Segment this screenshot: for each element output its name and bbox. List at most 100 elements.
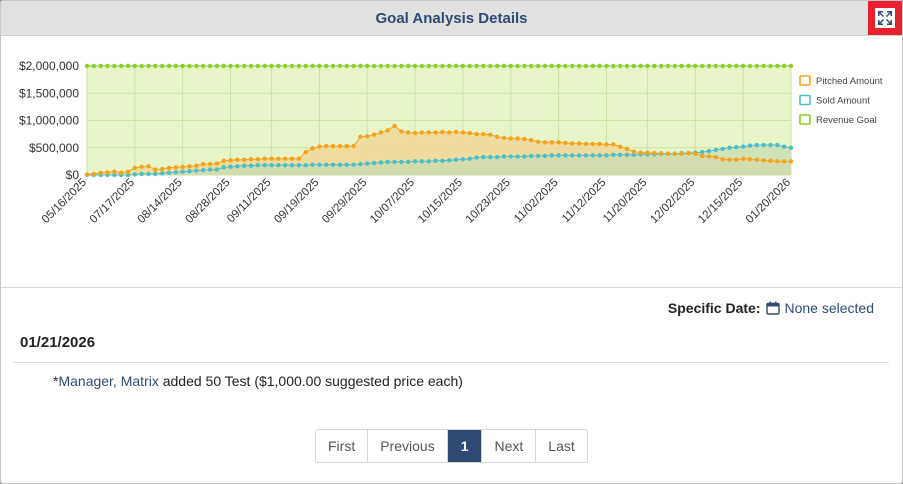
pagination-previous[interactable]: Previous [368, 430, 448, 462]
sold-amount-point [440, 158, 445, 164]
revenue-goal-point [645, 63, 650, 69]
pitched-amount-point [768, 158, 773, 164]
revenue-goal-point [631, 63, 636, 69]
sold-amount-point [522, 154, 527, 159]
revenue-goal-point [289, 63, 295, 69]
specific-date-label: Specific Date: [667, 300, 761, 316]
sold-amount-point [406, 159, 411, 165]
revenue-goal-point [624, 63, 630, 69]
sold-amount-point [235, 164, 240, 169]
pitched-amount-point [624, 146, 630, 152]
sold-amount-point [740, 144, 746, 149]
revenue-goal-point [146, 63, 151, 69]
sold-amount-point [112, 172, 117, 178]
sold-amount-point [788, 145, 794, 150]
revenue-goal-point [91, 63, 97, 69]
pagination-next[interactable]: Next [482, 430, 537, 462]
sold-amount-point [542, 153, 548, 159]
revenue-goal-point [549, 63, 554, 69]
pitched-amount-point [590, 141, 595, 147]
revenue-goal-point [617, 63, 623, 69]
revenue-goal-point [317, 63, 322, 69]
pitched-amount-point [460, 130, 466, 135]
x-tick-label: 09/29/2025 [320, 177, 369, 226]
revenue-goal-point [112, 63, 117, 69]
pitched-amount-point [542, 140, 548, 145]
pitched-amount-point [166, 165, 172, 171]
revenue-goal-point [385, 63, 390, 69]
revenue-goal-point [611, 63, 616, 69]
pitched-amount-point [549, 140, 554, 145]
sold-amount-point [187, 168, 192, 174]
collapse-button[interactable] [868, 1, 902, 35]
x-tick-label: 09/11/2025 [225, 177, 274, 226]
pagination-last[interactable]: Last [536, 430, 587, 462]
revenue-goal-point [406, 63, 411, 69]
revenue-goal-point [693, 63, 698, 69]
pitched-amount-point [146, 164, 151, 169]
sold-amount-point [132, 172, 138, 177]
revenue-goal-point [542, 63, 548, 69]
sold-amount-point [494, 154, 500, 160]
revenue-goal-point [570, 63, 575, 69]
sold-amount-point [242, 163, 247, 168]
revenue-goal-point [166, 63, 172, 69]
sold-amount-area [87, 145, 791, 175]
revenue-goal-point [132, 63, 138, 69]
revenue-goal-point [351, 63, 356, 69]
sold-amount-point [597, 153, 602, 158]
pitched-amount-point [529, 137, 534, 143]
x-tick-label: 09/19/2025 [272, 177, 321, 226]
revenue-goal-point [310, 63, 315, 69]
revenue-goal-point [173, 63, 179, 69]
pitched-amount-point [488, 132, 493, 137]
sold-amount-point [447, 158, 452, 163]
sold-amount-point [583, 153, 589, 158]
pitched-amount-point [262, 156, 267, 161]
pitched-amount-point [406, 130, 411, 135]
pagination-first[interactable]: First [316, 430, 369, 462]
revenue-goal-point [460, 63, 466, 69]
pitched-amount-point [187, 164, 192, 169]
pitched-amount-point [597, 141, 602, 147]
revenue-goal-point [153, 63, 158, 69]
revenue-goal-point [125, 63, 131, 69]
pitched-amount-point [631, 149, 636, 154]
sold-amount-point [283, 162, 288, 168]
pitched-amount-point [132, 165, 138, 171]
sold-amount-point [153, 171, 158, 177]
pitched-amount-point [153, 167, 158, 172]
sold-amount-point [426, 159, 431, 164]
pitched-amount-point [563, 140, 568, 146]
pagination-current-page[interactable]: 1 [447, 430, 483, 462]
pagination: First Previous 1 Next Last [315, 429, 588, 463]
activity-user-link[interactable]: Manager, Matrix [58, 373, 159, 389]
revenue-goal-point [515, 63, 520, 69]
revenue-goal-point [597, 63, 602, 69]
revenue-goal-point [433, 63, 438, 69]
x-tick-label: 10/15/2025 [416, 177, 465, 226]
pitched-amount-point [658, 151, 664, 156]
sold-amount-point [207, 167, 213, 172]
pitched-amount-point [194, 163, 199, 168]
pitched-amount-point [556, 140, 561, 145]
pitched-amount-point [604, 142, 609, 147]
revenue-goal-point [658, 63, 664, 69]
sold-amount-point [720, 146, 725, 152]
pitched-amount-point [91, 171, 97, 177]
sold-amount-point [556, 153, 561, 158]
specific-date-value: None selected [784, 300, 874, 316]
sold-amount-point [419, 159, 425, 164]
sold-amount-point [699, 149, 705, 155]
sold-amount-point [194, 168, 199, 173]
sold-amount-point [351, 162, 356, 167]
sold-amount-point [200, 167, 206, 173]
legend-swatch [799, 114, 811, 125]
pitched-amount-point [788, 159, 794, 164]
pitched-amount-point [242, 157, 247, 162]
x-tick-label: 12/15/2025 [696, 177, 745, 226]
revenue-goal-point [105, 63, 110, 69]
specific-date-picker[interactable]: None selected [766, 300, 874, 316]
pitched-amount-point [515, 136, 520, 141]
sold-amount-point [631, 152, 636, 158]
